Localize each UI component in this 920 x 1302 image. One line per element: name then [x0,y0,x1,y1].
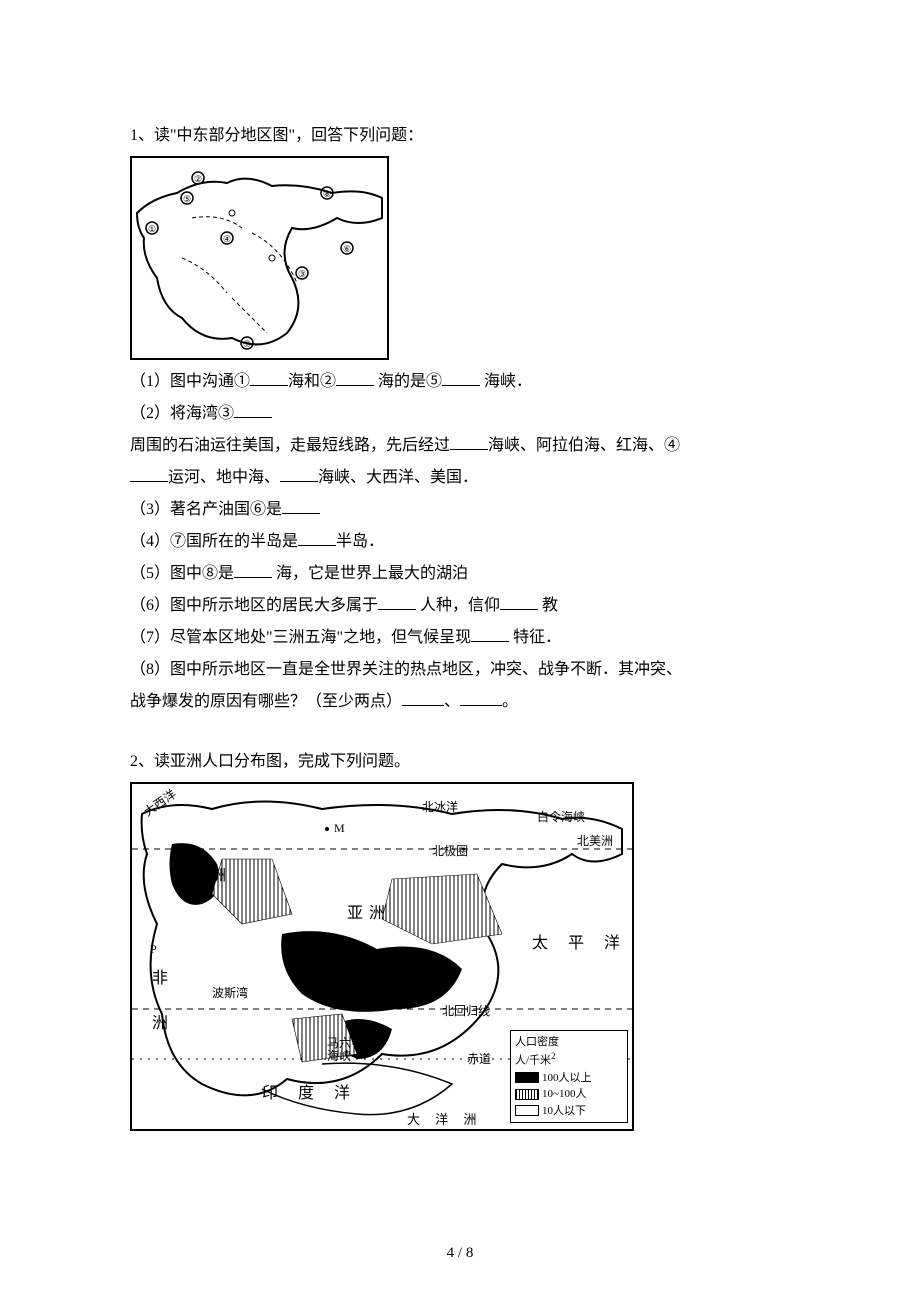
text: 海峡． [480,373,532,390]
blank[interactable] [130,465,168,482]
text: 特征． [509,629,561,646]
text: 周围的石油运往美国，走最短线路，先后经过 [130,437,450,454]
q1-p1: （1）图中沟通① 海和② 海的是⑤ 海峡． [130,366,790,398]
text: （2）将海湾③ [130,405,234,422]
text: 战争爆发的原因有哪些？（至少两点） [130,693,402,710]
text: （3）著名产油国⑥是 [130,501,282,518]
swatch-hatch-icon [515,1089,539,1100]
q1-p8: （6）图中所示地区的居民大多属于 人种，信仰 教 [130,590,790,622]
text: 海，它是世界上最大的湖泊 [272,565,468,582]
q1-p5: （3）著名产油国⑥是 [130,494,790,526]
text: （8）图中所示地区一直是全世界关注的热点地区，冲突、战争不断．其冲突、 [130,661,682,678]
q1-map: ① ② ③ ④ ⑤ ⑥ ⑦ ⑧ [130,156,389,360]
legend: 人口密度 人/千米2 100人以上 10~100人 10人以下 [510,1030,628,1123]
lbl-oceania: 大 洋 洲 [407,1109,483,1128]
svg-text:①: ① [148,224,156,234]
lbl-arctic: 北冰洋 [422,798,458,815]
blank[interactable] [450,433,488,450]
svg-text:⑥: ⑥ [343,244,351,254]
lbl-africa2: 洲 [152,1009,168,1033]
legend-unit: 人/千米2 [515,1050,623,1069]
lbl-indian: 印 度 洋 [262,1079,358,1103]
q1-p10: （8）图中所示地区一直是全世界关注的热点地区，冲突、战争不断．其冲突、 [130,654,790,686]
lbl-malacca2: 海峡 [327,1047,351,1064]
svg-text:③: ③ [298,269,306,279]
swatch-white-icon [515,1105,539,1116]
lbl-equator: 赤道 [467,1050,491,1067]
text: 海的是⑤ [374,373,442,390]
q1-p2: （2）将海湾③ [130,398,790,430]
svg-text:②: ② [194,174,202,184]
blank[interactable] [471,625,509,642]
lbl-arctic-circle: 北极圈 [432,842,468,859]
text: （7）尽管本区地处"三洲五海"之地，但气候呈现 [130,629,471,646]
lbl-namerica: 北美洲 [577,832,613,849]
text: 海和② [288,373,336,390]
svg-text:⑦: ⑦ [243,339,251,349]
legend-row-a: 100人以上 [515,1070,623,1087]
lbl-pacific: 太 平 洋 [532,929,628,953]
lbl-tropic: 北回归线 [442,1002,490,1019]
lbl-africa1: 非 [152,964,168,988]
text: 半岛． [336,533,384,550]
q1-p9: （7）尽管本区地处"三洲五海"之地，但气候呈现 特征． [130,622,790,654]
lbl-persian: 波斯湾 [212,984,248,1001]
page-number: 4 / 8 [0,1245,920,1262]
legend-row-b: 10~100人 [515,1086,623,1103]
svg-text:⑤: ⑤ [183,194,191,204]
q1-p7: （5）图中⑧是 海，它是世界上最大的湖泊 [130,558,790,590]
text: （1）图中沟通① [130,373,250,390]
q1-title: 1、读"中东部分地区图"，回答下列问题： [130,120,790,152]
text: 教 [538,597,558,614]
svg-text:④: ④ [223,234,231,244]
blank[interactable] [336,369,374,386]
blank[interactable] [282,497,320,514]
blank[interactable] [280,465,318,482]
q2-title: 2、读亚洲人口分布图，完成下列问题。 [130,746,790,778]
text: （6）图中所示地区的居民大多属于 [130,597,378,614]
blank[interactable] [460,689,502,706]
blank[interactable] [378,593,416,610]
lbl-bering: 白令海峡 [537,808,585,825]
blank[interactable] [442,369,480,386]
svg-text:⑧: ⑧ [323,189,331,199]
lbl-p: P [150,942,157,957]
text: 海峡、大西洋、美国． [318,469,478,486]
legend-title: 人口密度 [515,1034,623,1051]
text: （4）⑦国所在的半岛是 [130,533,298,550]
blank[interactable] [298,529,336,546]
swatch-black-icon [515,1072,539,1083]
legend-row-c: 10人以下 [515,1103,623,1120]
blank[interactable] [250,369,288,386]
q1-p6: （4）⑦国所在的半岛是 半岛． [130,526,790,558]
lbl-m: M [334,821,345,836]
blank[interactable] [234,401,272,418]
text: 。 [502,693,518,710]
blank[interactable] [402,689,444,706]
text: （5）图中⑧是 [130,565,234,582]
q2-map: 北冰洋 白令海峡 北美洲 北极圈 欧洲 亚洲 太 平 洋 非 洲 波斯湾 马六甲… [130,782,634,1131]
q1-p4: 运河、地中海、 海峡、大西洋、美国． [130,462,790,494]
text: 海峡、阿拉伯海、红海、④ [488,437,680,454]
text: 运河、地中海、 [168,469,280,486]
text: 、 [444,693,460,710]
q1-p3: 周围的石油运往美国，走最短线路，先后经过 海峡、阿拉伯海、红海、④ [130,430,790,462]
lbl-europe: 欧洲 [192,864,230,885]
blank[interactable] [234,561,272,578]
text: 人种，信仰 [416,597,500,614]
lbl-asia: 亚洲 [347,899,391,923]
blank[interactable] [500,593,538,610]
q1-p11: 战争爆发的原因有哪些？（至少两点） 、 。 [130,686,790,718]
